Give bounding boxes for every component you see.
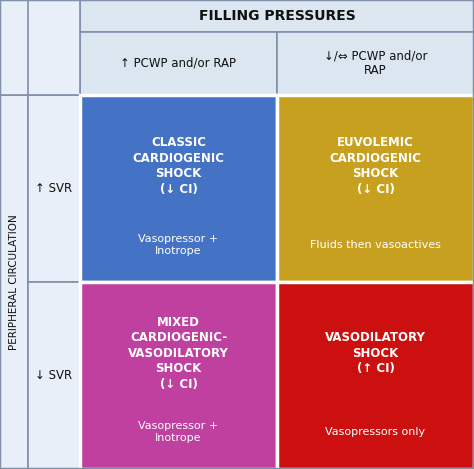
Bar bbox=[80, 0, 474, 32]
Bar bbox=[277, 32, 474, 95]
Text: ↓/⇔ PCWP and/or
RAP: ↓/⇔ PCWP and/or RAP bbox=[324, 50, 427, 77]
Text: ↑ PCWP and/or RAP: ↑ PCWP and/or RAP bbox=[120, 57, 237, 70]
Text: FILLING PRESSURES: FILLING PRESSURES bbox=[199, 9, 356, 23]
Bar bbox=[277, 282, 474, 469]
Bar bbox=[28, 282, 80, 469]
Text: MIXED
CARDIOGENIC-
VASODILATORY
SHOCK
(↓ CI): MIXED CARDIOGENIC- VASODILATORY SHOCK (↓… bbox=[128, 316, 229, 391]
Text: VASODILATORY
SHOCK
(↑ CI): VASODILATORY SHOCK (↑ CI) bbox=[325, 331, 426, 375]
Text: ↓ SVR: ↓ SVR bbox=[36, 369, 73, 382]
Bar bbox=[0, 95, 28, 469]
Text: Vasopressor +
Inotrope: Vasopressor + Inotrope bbox=[138, 234, 219, 256]
Text: PERIPHERAL CIRCULATION: PERIPHERAL CIRCULATION bbox=[9, 214, 19, 350]
Bar bbox=[80, 32, 277, 95]
Text: CLASSIC
CARDIOGENIC
SHOCK
(↓ CI): CLASSIC CARDIOGENIC SHOCK (↓ CI) bbox=[133, 136, 225, 196]
Text: ↑ SVR: ↑ SVR bbox=[36, 182, 73, 195]
Text: Vasopressors only: Vasopressors only bbox=[326, 427, 426, 437]
Bar bbox=[80, 282, 277, 469]
Bar bbox=[277, 95, 474, 282]
Bar bbox=[28, 95, 80, 282]
Bar bbox=[0, 0, 80, 95]
Bar bbox=[0, 0, 28, 95]
Text: Vasopressor +
Inotrope: Vasopressor + Inotrope bbox=[138, 421, 219, 443]
Text: Fluids then vasoactives: Fluids then vasoactives bbox=[310, 240, 441, 250]
Text: EUVOLEMIC
CARDIOGENIC
SHOCK
(↓ CI): EUVOLEMIC CARDIOGENIC SHOCK (↓ CI) bbox=[329, 136, 421, 196]
Bar bbox=[80, 95, 277, 282]
